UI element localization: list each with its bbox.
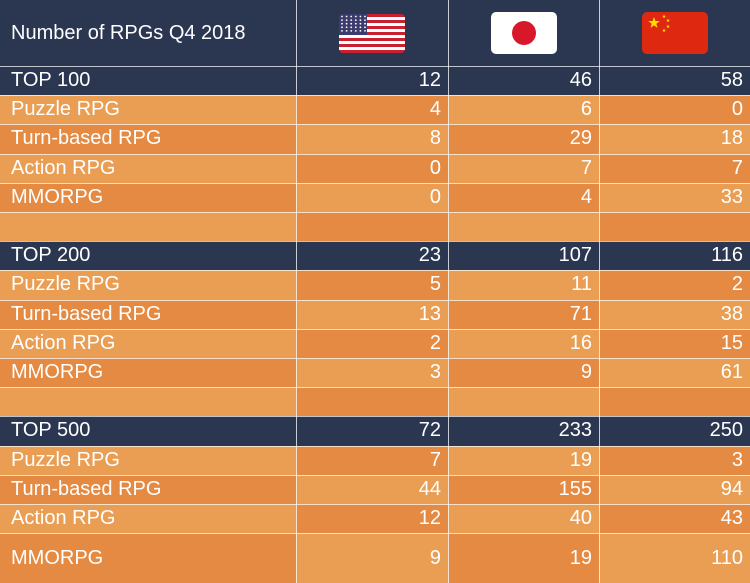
data-cell: 7 bbox=[448, 153, 599, 183]
data-cell: 0 bbox=[296, 182, 448, 212]
data-cell: 94 bbox=[599, 474, 750, 504]
section-total: 233 bbox=[448, 416, 599, 446]
section-total: 72 bbox=[296, 416, 448, 446]
section-total: 12 bbox=[296, 66, 448, 96]
data-cell: 44 bbox=[296, 474, 448, 504]
data-cell: 7 bbox=[296, 445, 448, 475]
row-label: MMORPG bbox=[0, 182, 296, 212]
data-cell: 19 bbox=[448, 445, 599, 475]
data-cell: 5 bbox=[296, 270, 448, 300]
data-cell: 4 bbox=[448, 182, 599, 212]
data-cell: 3 bbox=[599, 445, 750, 475]
section-total: 107 bbox=[448, 241, 599, 271]
spacer-cell bbox=[599, 212, 750, 242]
data-cell: 11 bbox=[448, 270, 599, 300]
section-total: 23 bbox=[296, 241, 448, 271]
spacer-cell bbox=[0, 212, 296, 242]
data-cell: 9 bbox=[296, 533, 448, 583]
spacer-cell bbox=[599, 387, 750, 417]
data-cell: 0 bbox=[296, 153, 448, 183]
section-label: TOP 200 bbox=[0, 241, 296, 271]
data-cell: 29 bbox=[448, 124, 599, 154]
data-cell: 3 bbox=[296, 358, 448, 388]
section-total: 250 bbox=[599, 416, 750, 446]
section-total: 116 bbox=[599, 241, 750, 271]
spacer-cell bbox=[296, 387, 448, 417]
row-label: Turn-based RPG bbox=[0, 474, 296, 504]
row-label: Action RPG bbox=[0, 504, 296, 534]
column-header-1 bbox=[296, 0, 448, 66]
data-cell: 155 bbox=[448, 474, 599, 504]
row-label: MMORPG bbox=[0, 533, 296, 583]
row-label: Action RPG bbox=[0, 153, 296, 183]
column-header-3 bbox=[599, 0, 750, 66]
column-header-2 bbox=[448, 0, 599, 66]
data-cell: 4 bbox=[296, 95, 448, 125]
spacer-cell bbox=[296, 212, 448, 242]
data-cell: 13 bbox=[296, 299, 448, 329]
row-label: Puzzle RPG bbox=[0, 95, 296, 125]
data-cell: 0 bbox=[599, 95, 750, 125]
data-cell: 18 bbox=[599, 124, 750, 154]
data-cell: 61 bbox=[599, 358, 750, 388]
data-cell: 16 bbox=[448, 328, 599, 358]
data-cell: 2 bbox=[296, 328, 448, 358]
section-label: TOP 500 bbox=[0, 416, 296, 446]
spacer-cell bbox=[448, 387, 599, 417]
section-label: TOP 100 bbox=[0, 66, 296, 96]
data-cell: 43 bbox=[599, 504, 750, 534]
data-cell: 71 bbox=[448, 299, 599, 329]
data-cell: 7 bbox=[599, 153, 750, 183]
data-cell: 19 bbox=[448, 533, 599, 583]
row-label: Puzzle RPG bbox=[0, 445, 296, 475]
data-cell: 8 bbox=[296, 124, 448, 154]
section-total: 46 bbox=[448, 66, 599, 96]
data-cell: 2 bbox=[599, 270, 750, 300]
us-flag-icon bbox=[339, 13, 405, 53]
data-cell: 40 bbox=[448, 504, 599, 534]
spacer-cell bbox=[448, 212, 599, 242]
row-label: Turn-based RPG bbox=[0, 124, 296, 154]
spacer-cell bbox=[0, 387, 296, 417]
table-title: Number of RPGs Q4 2018 bbox=[0, 0, 296, 66]
data-cell: 110 bbox=[599, 533, 750, 583]
data-cell: 9 bbox=[448, 358, 599, 388]
data-cell: 12 bbox=[296, 504, 448, 534]
china-flag-icon bbox=[641, 12, 708, 54]
row-label: Action RPG bbox=[0, 328, 296, 358]
data-cell: 38 bbox=[599, 299, 750, 329]
row-label: MMORPG bbox=[0, 358, 296, 388]
row-label: Puzzle RPG bbox=[0, 270, 296, 300]
data-cell: 33 bbox=[599, 182, 750, 212]
japan-flag-icon bbox=[490, 12, 557, 54]
row-label: Turn-based RPG bbox=[0, 299, 296, 329]
data-cell: 6 bbox=[448, 95, 599, 125]
data-cell: 15 bbox=[599, 328, 750, 358]
section-total: 58 bbox=[599, 66, 750, 96]
